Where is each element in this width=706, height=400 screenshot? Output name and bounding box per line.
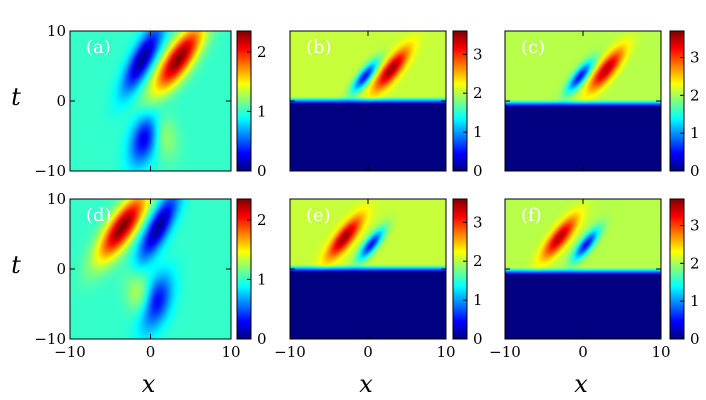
colorbar: 0 1 2 3 <box>452 30 483 180</box>
colorbar-tick-label: 2 <box>473 252 483 270</box>
panel-e: −10 0 10 x (e) 0 1 2 3 <box>274 198 483 398</box>
colorbar-tick-label: 0 <box>257 330 267 348</box>
colorbar-tick-label: 1 <box>473 123 483 141</box>
y-tick-label: 10 <box>47 190 66 208</box>
y-tick-label: −10 <box>34 162 66 180</box>
colorbar-tick-label: 0 <box>473 162 483 180</box>
panel-d: −10 0 10 x −10 0 10 t (d) 0 1 2 <box>11 190 266 398</box>
panel-c: (c) 0 1 2 3 <box>504 30 700 180</box>
colorbar-tick-label: 2 <box>257 43 267 61</box>
x-tick-label: −10 <box>54 343 86 361</box>
colorbar-gradient <box>670 31 684 171</box>
colorbar-tick-label: 1 <box>473 291 483 309</box>
x-tick-label: 0 <box>363 343 373 361</box>
colorbar-tick-label: 3 <box>473 213 483 231</box>
y-tick-label: 0 <box>56 260 66 278</box>
x-axis-label: x <box>142 370 156 398</box>
y-tick-label: 10 <box>47 22 66 40</box>
heatmap-image <box>70 199 231 339</box>
colorbar: 0 1 2 3 <box>669 30 700 180</box>
heatmap-image <box>505 199 661 339</box>
colorbar: 0 1 2 3 <box>452 198 483 348</box>
colorbar-frame <box>669 30 685 172</box>
colorbar-gradient <box>670 199 684 339</box>
colorbar-tick-label: 0 <box>690 330 700 348</box>
y-tick-label: 0 <box>56 92 66 110</box>
panel-label: (b) <box>306 37 332 58</box>
heatmap-image <box>290 199 446 339</box>
panel-label: (c) <box>521 37 545 58</box>
colorbar-tick-label: 3 <box>690 48 700 66</box>
panel-label: (e) <box>306 205 331 226</box>
panel-label: (f) <box>521 205 542 226</box>
colorbar-gradient <box>237 31 251 171</box>
y-axis-label: t <box>11 251 21 279</box>
colorbar-frame <box>452 30 468 172</box>
x-axis-label: x <box>359 370 373 398</box>
colorbar-tick-label: 0 <box>473 330 483 348</box>
colorbar-gradient <box>453 199 467 339</box>
y-tick-label: −10 <box>34 330 66 348</box>
panel-label: (a) <box>86 37 111 58</box>
colorbar-tick-label: 3 <box>473 45 483 63</box>
x-tick-label: −10 <box>274 343 306 361</box>
colorbar: 0 1 2 3 <box>669 198 700 348</box>
colorbar-tick-label: 1 <box>257 270 267 288</box>
x-axis-label: x <box>574 370 588 398</box>
x-tick-label: 10 <box>221 343 240 361</box>
x-tick-label: −10 <box>489 343 521 361</box>
colorbar-tick-label: 2 <box>473 84 483 102</box>
colorbar-tick-label: 1 <box>690 124 700 142</box>
panel-a: −10 0 10 t (a) 0 1 2 <box>11 22 266 180</box>
colorbar-tick-label: 3 <box>690 216 700 234</box>
colorbar-frame <box>236 198 252 340</box>
colorbar-tick-label: 0 <box>257 162 267 180</box>
colorbar-frame <box>452 198 468 340</box>
colorbar-tick-label: 2 <box>690 254 700 272</box>
panel-f: −10 0 10 x (f) 0 1 2 3 <box>489 198 700 398</box>
x-tick-label: 0 <box>146 343 156 361</box>
colorbar: 0 1 2 <box>236 30 267 180</box>
colorbar-tick-label: 2 <box>690 86 700 104</box>
colorbar: 0 1 2 <box>236 198 267 348</box>
colorbar-tick-label: 2 <box>257 211 267 229</box>
panel-label: (d) <box>86 205 112 226</box>
heatmap-image <box>70 31 231 171</box>
heatmap-image <box>505 31 661 171</box>
colorbar-frame <box>669 198 685 340</box>
colorbar-tick-label: 1 <box>257 102 267 120</box>
colorbar-tick-label: 1 <box>690 292 700 310</box>
panel-b: (b) 0 1 2 3 <box>289 30 483 180</box>
y-axis-label: t <box>11 83 21 111</box>
colorbar-frame <box>236 30 252 172</box>
heatmap-image <box>290 31 446 171</box>
x-tick-label: 0 <box>578 343 588 361</box>
x-tick-label: 10 <box>436 343 455 361</box>
colorbar-tick-label: 0 <box>690 162 700 180</box>
colorbar-gradient <box>453 31 467 171</box>
x-tick-label: 10 <box>651 343 670 361</box>
colorbar-gradient <box>237 199 251 339</box>
